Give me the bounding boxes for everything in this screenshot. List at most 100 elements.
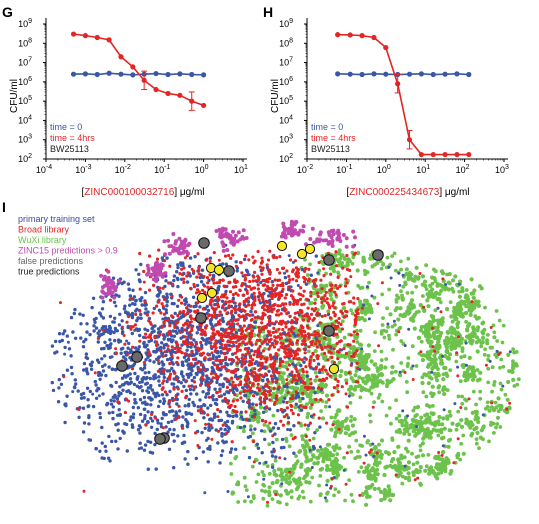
tick-base: 10	[115, 165, 125, 175]
training-point	[189, 392, 193, 396]
wuxi-point	[300, 437, 305, 442]
wuxi-point	[410, 277, 415, 283]
broad-point	[275, 379, 279, 383]
wuxi-point	[426, 328, 431, 333]
broad-point	[241, 353, 245, 357]
training-point	[127, 341, 131, 346]
training-point	[164, 412, 168, 417]
wuxi-point	[295, 459, 300, 464]
training-point	[160, 416, 164, 421]
wuxi-point	[507, 406, 512, 411]
wuxi-point	[242, 475, 247, 480]
training-point	[94, 383, 98, 387]
wuxi-point	[308, 400, 312, 405]
data-point	[118, 71, 124, 77]
wuxi-point	[469, 341, 474, 346]
broad-point	[212, 251, 216, 255]
wuxi-point	[333, 460, 337, 465]
training-point	[140, 303, 144, 307]
wuxi-point	[332, 493, 336, 498]
broad-point	[353, 320, 357, 324]
broad-point	[230, 383, 234, 387]
broad-point	[159, 311, 163, 315]
broad-point	[196, 309, 200, 313]
broad-point	[287, 274, 291, 278]
broad-point	[317, 340, 321, 344]
panel-g-ytick-label: 109	[18, 18, 32, 29]
broad-point	[228, 335, 232, 339]
wuxi-point	[231, 491, 236, 495]
broad-point	[246, 350, 250, 354]
wuxi-point	[303, 444, 307, 449]
training-point	[316, 362, 321, 366]
training-point	[142, 341, 146, 346]
wuxi-point	[437, 390, 442, 395]
training-point	[219, 313, 224, 317]
wuxi-point	[393, 308, 398, 313]
wuxi-point	[373, 458, 378, 463]
training-point	[81, 430, 86, 434]
wuxi-point	[400, 464, 405, 469]
broad-point	[138, 339, 142, 343]
wuxi-point	[338, 354, 343, 359]
wuxi-point	[409, 366, 414, 371]
wuxi-point	[305, 377, 311, 383]
panel-h-letter: H	[263, 4, 273, 20]
tick-base: 10	[18, 154, 28, 164]
training-point	[299, 408, 304, 412]
training-point	[121, 429, 125, 433]
broad-point	[210, 313, 214, 317]
wuxi-point	[474, 335, 479, 340]
wuxi-point	[334, 257, 339, 262]
broad-point	[225, 378, 230, 382]
broad-point	[290, 404, 294, 408]
broad-point	[162, 321, 166, 325]
broad-point	[334, 283, 338, 288]
wuxi-point	[386, 484, 391, 489]
panel-g-xtick-label: 10-1	[154, 164, 170, 175]
wuxi-point	[250, 464, 255, 469]
training-point	[131, 288, 135, 292]
training-point	[281, 400, 286, 404]
broad-point	[184, 396, 188, 400]
training-point	[183, 302, 187, 306]
training-point	[284, 281, 289, 286]
wuxi-point	[492, 383, 496, 387]
broad-point	[190, 326, 194, 330]
training-point	[184, 388, 188, 393]
wuxi-point	[274, 480, 279, 485]
wuxi-point	[353, 373, 358, 378]
broad-point	[272, 326, 276, 330]
training-point	[126, 346, 130, 350]
panel-g-xlabel-compound: ZINC000100032716	[84, 187, 175, 198]
wuxi-point	[446, 444, 451, 449]
training-point	[192, 338, 196, 342]
training-point	[120, 376, 125, 380]
broad-point	[225, 369, 229, 373]
broad-point	[275, 398, 279, 402]
training-point	[162, 337, 166, 341]
broad-point	[247, 303, 251, 307]
wuxi-point	[333, 415, 337, 420]
series-line-time-4hrs	[337, 33, 469, 156]
training-point	[160, 393, 165, 397]
training-point	[228, 414, 232, 418]
training-point	[133, 397, 137, 402]
broad-point	[319, 278, 323, 282]
wuxi-point	[339, 261, 345, 266]
training-point	[61, 332, 65, 336]
broad-point	[356, 297, 360, 301]
broad-point	[201, 288, 205, 292]
training-point	[216, 287, 221, 292]
wuxi-point	[453, 340, 458, 345]
training-point	[200, 430, 204, 435]
wuxi-point	[337, 263, 342, 268]
broad-point	[167, 399, 171, 403]
wuxi-point	[439, 457, 444, 462]
wuxi-point	[288, 467, 294, 472]
tick-exponent: 3	[505, 164, 509, 171]
panel-g-xlabel-bracket-close: ]	[174, 187, 177, 198]
data-point	[466, 71, 472, 78]
training-point	[106, 346, 111, 351]
training-point	[192, 388, 196, 392]
